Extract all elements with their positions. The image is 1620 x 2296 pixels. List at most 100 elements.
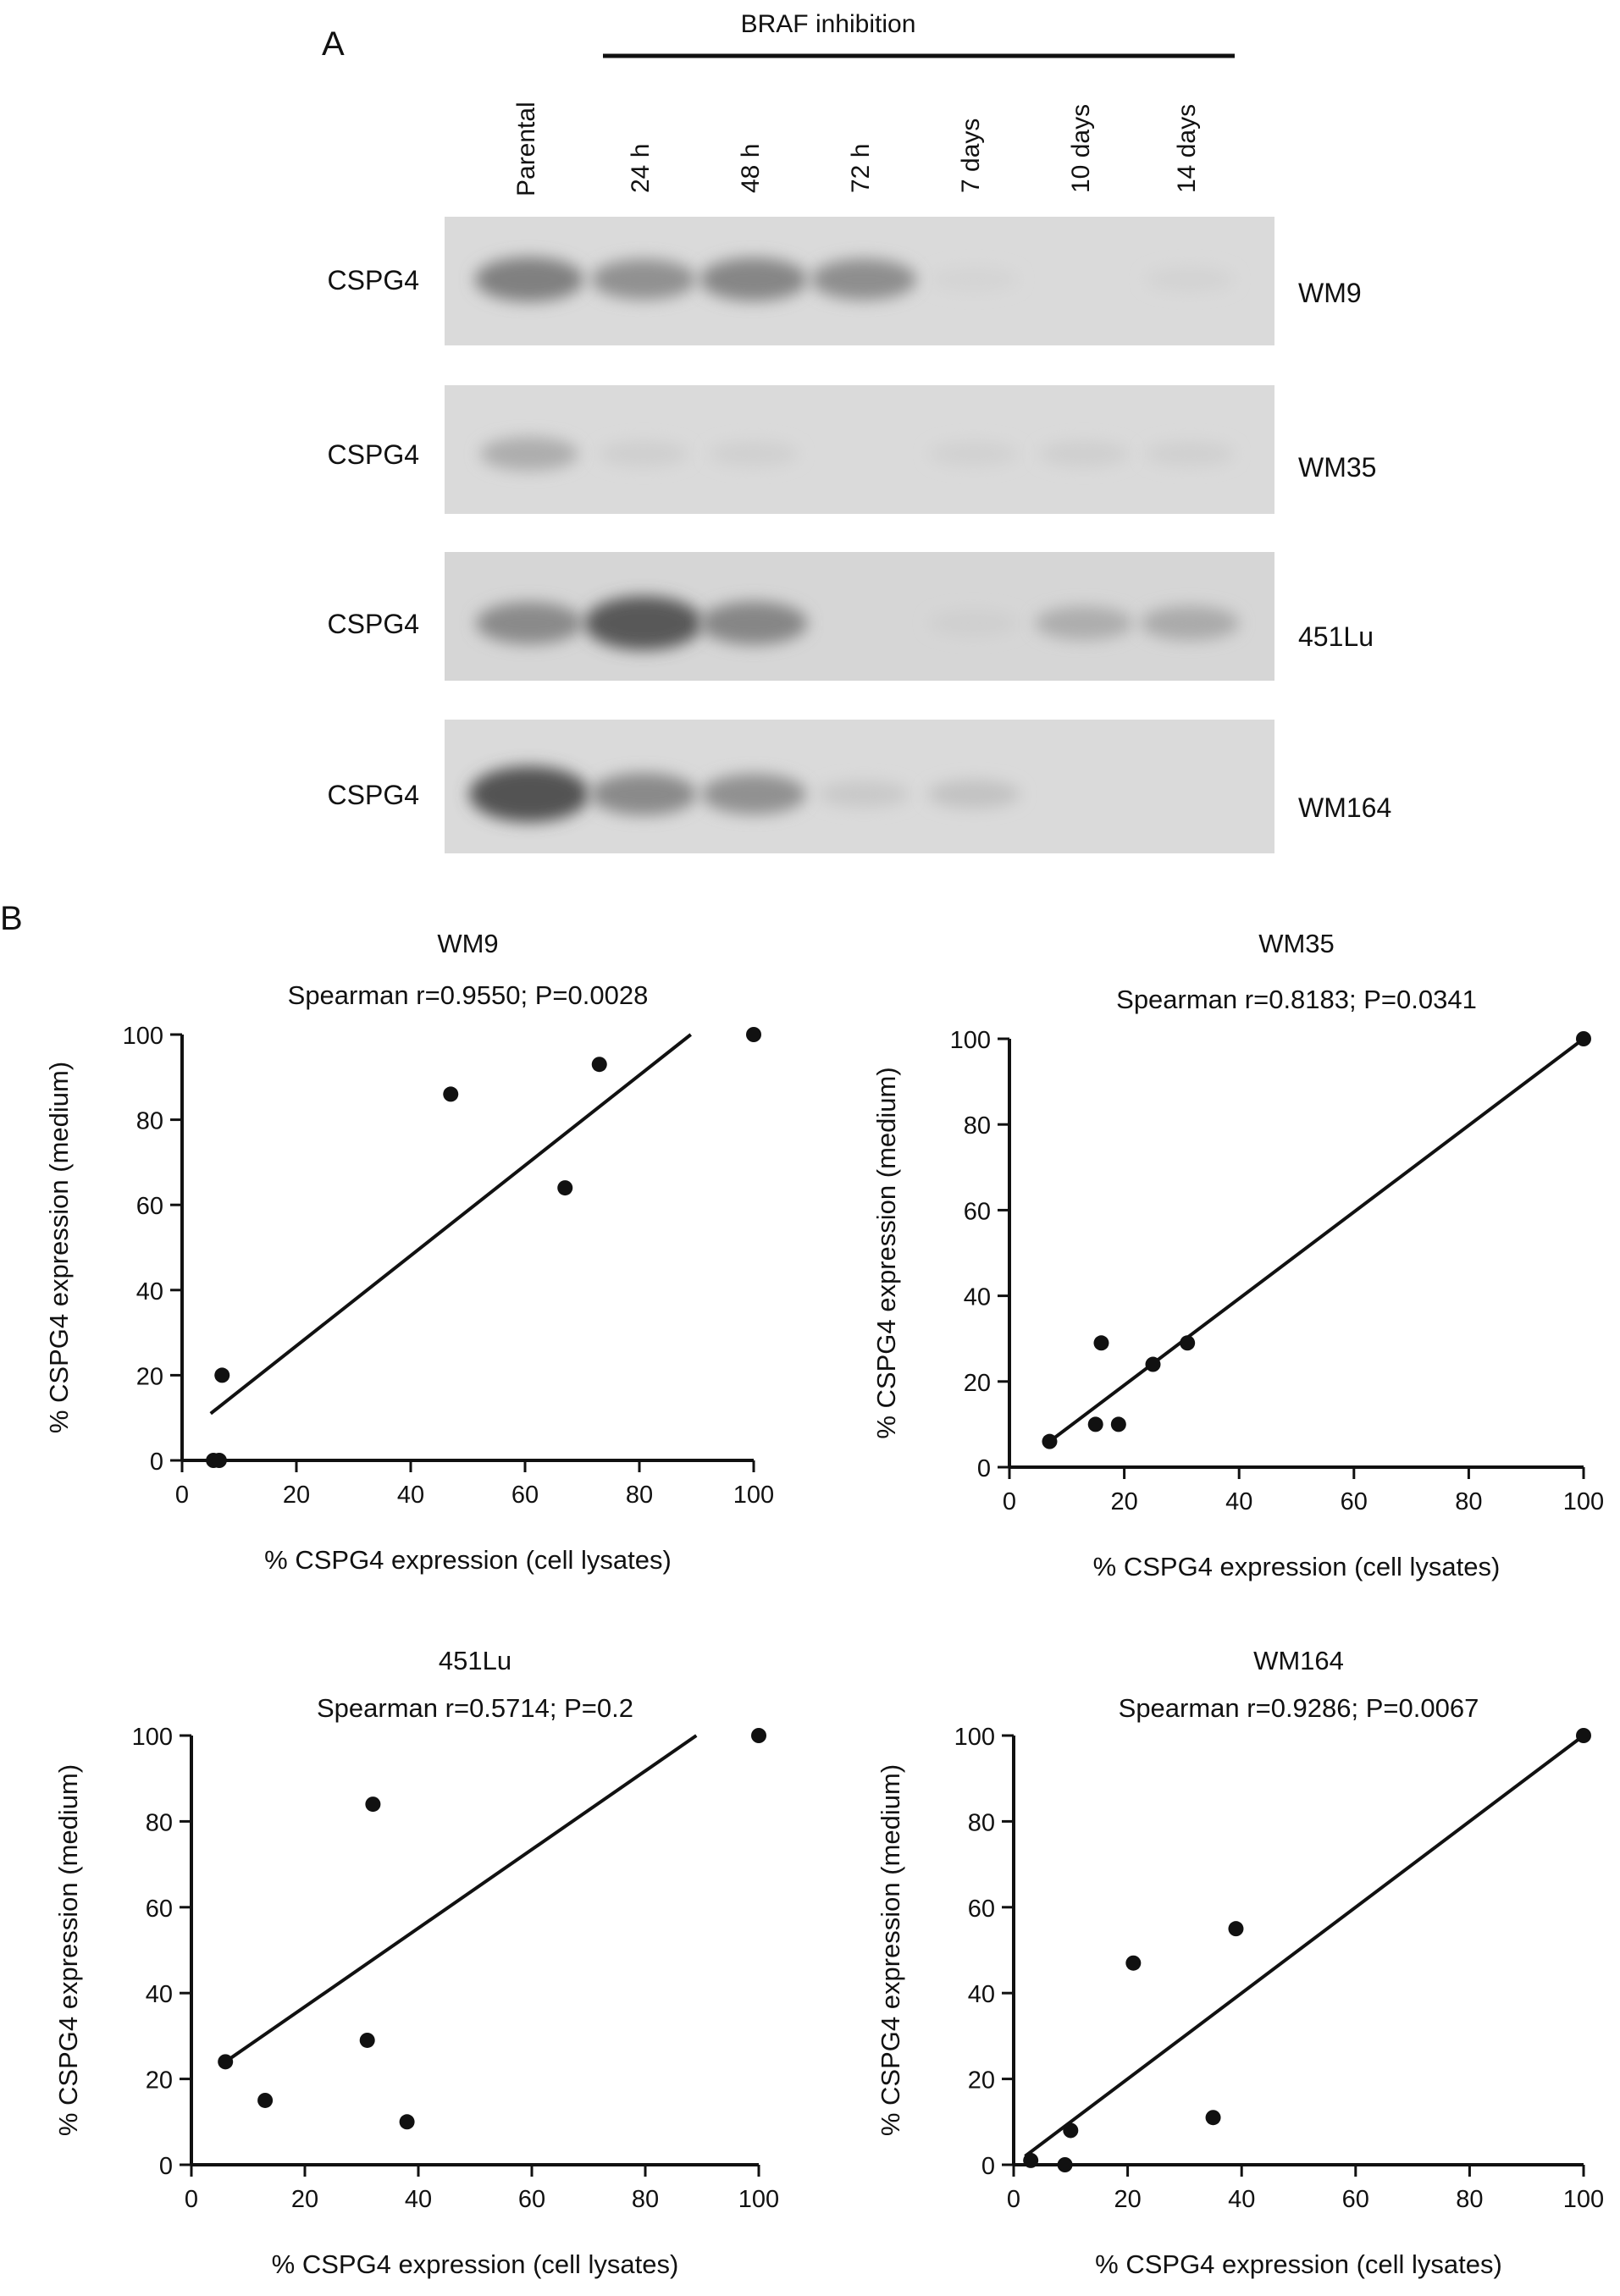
y-tick-label: 60: [136, 1193, 163, 1220]
x-tick-label: 0: [1003, 1488, 1016, 1515]
data-point: [443, 1086, 459, 1102]
data-point: [211, 1453, 227, 1468]
scatter-chart: 451Lu Spearman r=0.5714; P=0.2 0 20 40 60 80 10…: [53, 1646, 779, 2279]
chart-subtitle: Spearman r=0.9550; P=0.0028: [288, 980, 649, 1010]
x-axis-label: % CSPG4 expression (cell lysates): [272, 2249, 679, 2279]
blot-membrane: [445, 385, 1274, 514]
x-tick-label: 40: [1228, 2186, 1255, 2213]
lane-label: Parental: [512, 102, 540, 196]
y-tick-label: 20: [136, 1363, 163, 1390]
x-tick-label: 100: [738, 2186, 779, 2213]
x-axis-label: % CSPG4 expression (cell lysates): [1093, 1552, 1501, 1581]
cell-line-label: WM164: [1298, 792, 1391, 823]
regression-line: [1024, 1734, 1585, 2158]
lane-label: 72 h: [847, 144, 875, 193]
cell-line-label: WM35: [1298, 452, 1376, 483]
y-tick-label: 0: [981, 2153, 995, 2180]
chart-title: WM9: [437, 929, 498, 958]
y-tick-label: 100: [132, 1724, 173, 1751]
y-axis-label: % CSPG4 expression (medium): [53, 1764, 83, 2136]
band: [590, 773, 697, 815]
x-tick-label: 60: [1341, 1488, 1368, 1515]
data-point: [751, 1728, 766, 1743]
regression-line: [209, 1033, 692, 1416]
chart-title: WM164: [1253, 1646, 1344, 1675]
chart-subtitle: Spearman r=0.5714; P=0.2: [317, 1693, 633, 1723]
x-tick-label: 60: [1342, 2186, 1369, 2213]
y-tick-label: 80: [964, 1112, 991, 1140]
band: [818, 781, 910, 808]
data-point: [746, 1027, 761, 1042]
band: [476, 602, 583, 644]
lane-labels: Parental 24 h 48 h 72 h 7 days 10 days 14 days: [512, 102, 1201, 196]
y-tick-label: 20: [146, 2067, 173, 2095]
band: [709, 441, 799, 466]
data-point: [1063, 2122, 1079, 2139]
band: [699, 257, 808, 301]
band: [1035, 606, 1133, 640]
y-tick-label: 0: [150, 1449, 163, 1476]
x-tick-label: 100: [1563, 1488, 1604, 1515]
x-tick-label: 100: [1563, 2186, 1604, 2213]
y-tick-label: 80: [136, 1108, 163, 1135]
data-point: [1023, 2152, 1039, 2168]
y-tick-label: 20: [964, 1370, 991, 1397]
x-tick-label: 40: [1225, 1488, 1252, 1515]
chart-title: WM35: [1258, 929, 1335, 958]
y-axis-label: % CSPG4 expression (medium): [876, 1764, 905, 2136]
x-tick-label: 80: [626, 1482, 653, 1509]
band: [928, 610, 1020, 637]
data-point: [1205, 2110, 1221, 2126]
band: [1145, 441, 1235, 466]
band: [480, 437, 578, 471]
data-point: [1042, 1433, 1058, 1449]
protein-label: CSPG4: [328, 780, 419, 810]
y-tick-label: 60: [968, 1896, 995, 1923]
y-axis-label: % CSPG4 expression (medium): [44, 1062, 74, 1433]
data-point: [1228, 1921, 1244, 1937]
band: [810, 258, 917, 301]
band: [584, 596, 703, 650]
chart-title: 451Lu: [439, 1646, 511, 1675]
x-tick-label: 20: [1114, 2186, 1141, 2213]
protein-label: CSPG4: [328, 439, 419, 470]
x-tick-label: 100: [733, 1482, 774, 1509]
protein-label: CSPG4: [328, 609, 419, 639]
band: [1038, 440, 1130, 467]
lane-label: 7 days: [957, 119, 985, 193]
x-tick-label: 80: [1456, 2186, 1483, 2213]
y-tick-label: 40: [968, 1981, 995, 2008]
y-tick-label: 40: [146, 1981, 173, 2008]
data-point: [1125, 1955, 1142, 1971]
data-point: [557, 1180, 573, 1196]
data-point: [1093, 1335, 1109, 1351]
chart-subtitle: Spearman r=0.8183; P=0.0341: [1116, 985, 1477, 1014]
x-axis-label: % CSPG4 expression (cell lysates): [264, 1545, 672, 1575]
regression-line: [1048, 1037, 1585, 1443]
band: [929, 267, 1019, 292]
data-point: [1145, 1356, 1161, 1372]
y-tick-label: 100: [123, 1023, 163, 1050]
scatter-chart: WM35 Spearman r=0.8183; P=0.0341 0 20 40 60 80…: [871, 929, 1604, 1581]
data-point: [591, 1057, 607, 1073]
data-point: [359, 2032, 375, 2048]
y-tick-label: 60: [146, 1896, 173, 1923]
band: [469, 766, 589, 822]
scatter-chart: WM9 Spearman r=0.9550; P=0.0028 0 20 40 60 80 1…: [44, 929, 774, 1575]
data-point: [1087, 1416, 1103, 1432]
y-tick-label: 60: [964, 1198, 991, 1225]
data-point: [214, 1367, 230, 1383]
y-tick-label: 40: [964, 1284, 991, 1311]
band: [929, 441, 1019, 466]
lane-label: 10 days: [1067, 104, 1095, 193]
y-tick-label: 0: [159, 2153, 173, 2180]
data-point: [218, 2054, 234, 2070]
protein-label: CSPG4: [328, 265, 419, 295]
data-point: [399, 2114, 415, 2130]
x-axis-label: % CSPG4 expression (cell lysates): [1095, 2249, 1502, 2279]
cell-line-label: WM9: [1298, 278, 1362, 308]
data-point: [257, 2092, 274, 2108]
y-tick-label: 80: [146, 1809, 173, 1836]
y-tick-label: 0: [977, 1455, 991, 1482]
